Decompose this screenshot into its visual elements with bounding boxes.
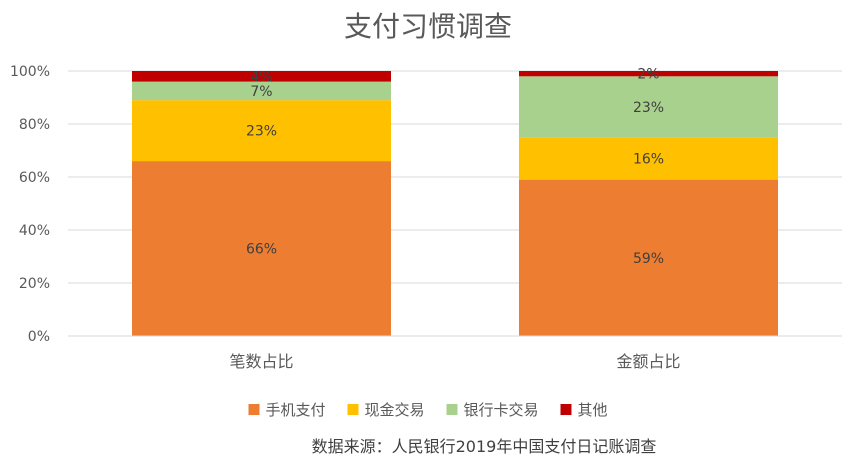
legend-label: 其他 [578, 401, 608, 419]
data-label: 66% [246, 242, 277, 258]
category-label: 金额占比 [616, 352, 680, 371]
y-tick-label: 100% [10, 64, 50, 80]
bar-segment [132, 161, 391, 336]
y-tick-label: 60% [19, 170, 50, 186]
legend-swatch [560, 404, 572, 415]
legend-item: 银行卡交易 [446, 401, 539, 419]
chart-title: 支付习惯调查 [344, 10, 512, 43]
bar-segment [132, 81, 391, 101]
bar-segment [519, 76, 778, 138]
legend-label: 银行卡交易 [464, 401, 539, 419]
data-label: 16% [633, 151, 664, 167]
bars [132, 71, 778, 336]
category-label: 笔数占比 [229, 352, 293, 371]
y-tick-label: 40% [19, 223, 50, 239]
bar-segment [132, 100, 391, 162]
legend-item: 现金交易 [347, 401, 425, 419]
data-label: 59% [633, 251, 664, 267]
legend-label: 手机支付 [266, 401, 326, 419]
legend-swatch [248, 404, 260, 415]
bar-segment [519, 71, 778, 77]
legend-item: 手机支付 [248, 401, 326, 419]
legend-label: 现金交易 [365, 401, 425, 419]
bar-segment [519, 137, 778, 180]
data-label: 23% [246, 124, 277, 140]
y-axis-ticks: 0% 20% 40% 60% 80% 100% [10, 64, 50, 345]
bar-segment [132, 71, 391, 82]
y-tick-label: 80% [19, 117, 50, 133]
data-label: 23% [633, 100, 664, 116]
bar-segment [519, 179, 778, 336]
legend-swatch [347, 404, 359, 415]
legend-swatch [446, 404, 458, 415]
data-label: 2% [637, 67, 659, 83]
data-label: 4% [250, 69, 272, 85]
legend: 手机支付 现金交易 银行卡交易 其他 [248, 401, 608, 419]
y-tick-label: 0% [28, 329, 50, 345]
source-note: 数据来源：人民银行2019年中国支付日记账调查 [312, 437, 657, 456]
legend-item: 其他 [560, 401, 608, 419]
data-label: 7% [250, 84, 272, 100]
data-labels: 66% 23% 7%4% 59% 16% 23% 2% [246, 67, 664, 267]
y-tick-label: 20% [19, 276, 50, 292]
category-labels: 笔数占比 金额占比 [229, 352, 680, 371]
